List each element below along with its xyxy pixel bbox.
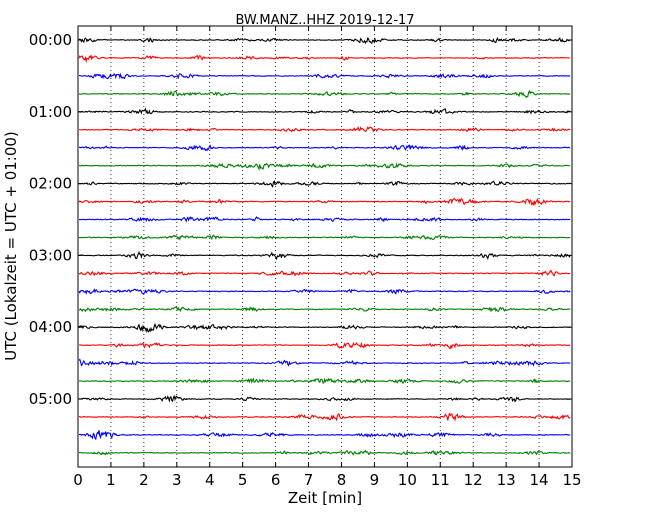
x-tick-label: 6 [271, 471, 281, 489]
x-tick-label: 11 [431, 471, 450, 489]
x-tick-label: 14 [530, 471, 549, 489]
trace-line [78, 36, 571, 45]
x-ticks: 0 1 2 3 4 5 6 7 8 9 10 11 12 13 14 15 [73, 26, 582, 489]
y-axis-label: UTC (Lokalzeit = UTC + 01:00) [2, 131, 20, 361]
x-tick-label: 0 [73, 471, 83, 489]
trace-line [78, 269, 571, 277]
trace-line [78, 250, 571, 261]
trace-line [78, 341, 571, 350]
y-tick-label: 04:00 [29, 318, 72, 336]
x-tick-label: 5 [238, 471, 248, 489]
trace-line [78, 234, 571, 241]
trace-line [78, 162, 571, 171]
trace-line [78, 72, 571, 80]
trace-line [78, 180, 571, 188]
trace-line [78, 449, 571, 456]
y-tick-label: 03:00 [29, 246, 72, 264]
trace-line [78, 288, 571, 295]
x-tick-label: 2 [139, 471, 149, 489]
y-tick-label: 00:00 [29, 31, 72, 49]
x-tick-label: 15 [562, 471, 581, 489]
trace-line [78, 322, 571, 334]
y-tick-label: 02:00 [29, 175, 72, 193]
grid-lines [110, 26, 540, 467]
trace-line [78, 358, 571, 367]
x-tick-label: 12 [464, 471, 483, 489]
y-tick-label: 05:00 [29, 390, 72, 408]
x-tick-label: 13 [497, 471, 516, 489]
x-tick-label: 7 [304, 471, 314, 489]
trace-line [78, 89, 571, 99]
x-tick-label: 1 [106, 471, 116, 489]
x-tick-label: 3 [172, 471, 182, 489]
y-tick-label: 01:00 [29, 103, 72, 121]
x-tick-label: 9 [370, 471, 380, 489]
x-tick-label: 10 [398, 471, 417, 489]
y-ticks: 00:00 01:00 02:00 03:00 04:00 05:00 [29, 31, 572, 408]
trace-line [78, 107, 571, 115]
plot-frame [77, 25, 573, 468]
trace-line [78, 125, 571, 133]
seismic-traces [78, 36, 571, 456]
trace-line [78, 216, 571, 223]
x-axis-label: Zeit [min] [288, 489, 362, 507]
trace-line [78, 412, 571, 422]
trace-line [78, 430, 571, 441]
x-tick-label: 8 [337, 471, 347, 489]
trace-line [78, 54, 571, 64]
chart-title: BW.MANZ..HHZ 2019-12-17 [235, 13, 414, 28]
x-tick-label: 4 [205, 471, 215, 489]
trace-line [78, 394, 571, 403]
trace-line [78, 197, 571, 207]
trace-line [78, 306, 571, 313]
trace-line [79, 377, 571, 385]
trace-line [78, 144, 571, 152]
